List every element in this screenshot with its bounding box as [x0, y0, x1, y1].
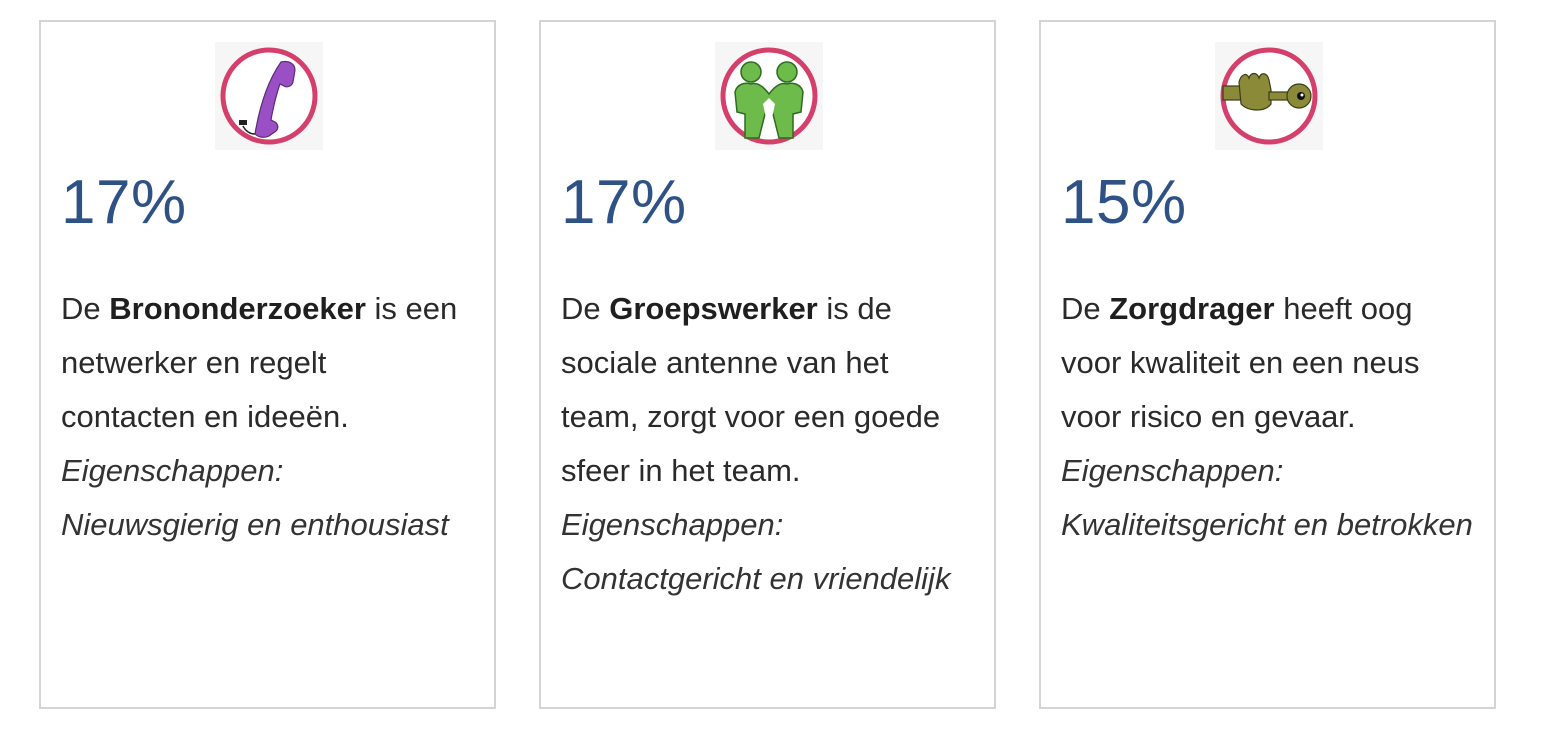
- role-percentage: 17%: [61, 168, 187, 237]
- role-card-zorgdrager: 15% De Zorgdrager heeft oog voor kwalite…: [1039, 20, 1496, 709]
- role-card-brononderzoeker: 17% De Brononderzoeker is een netwerker …: [39, 20, 496, 709]
- role-card-groepswerker: 17% De Groepswerker is de sociale antenn…: [539, 20, 996, 709]
- role-name: Brononderzoeker: [109, 291, 366, 326]
- properties-label: Eigenschappen:: [1061, 453, 1284, 488]
- role-description: De Zorgdrager heeft oog voor kwaliteit e…: [1061, 291, 1473, 542]
- phone-icon: [215, 42, 323, 150]
- role-name: Zorgdrager: [1109, 291, 1275, 326]
- role-name: Groepswerker: [609, 291, 818, 326]
- properties-label: Eigenschappen:: [561, 507, 784, 542]
- two-people-icon: [715, 42, 823, 150]
- role-description: De Groepswerker is de sociale antenne va…: [561, 291, 951, 596]
- hand-key-icon: [1215, 42, 1323, 150]
- role-description: De Brononderzoeker is een netwerker en r…: [61, 291, 458, 542]
- role-percentage: 15%: [1061, 168, 1187, 237]
- properties-label: Eigenschappen:: [61, 453, 284, 488]
- role-percentage: 17%: [561, 168, 687, 237]
